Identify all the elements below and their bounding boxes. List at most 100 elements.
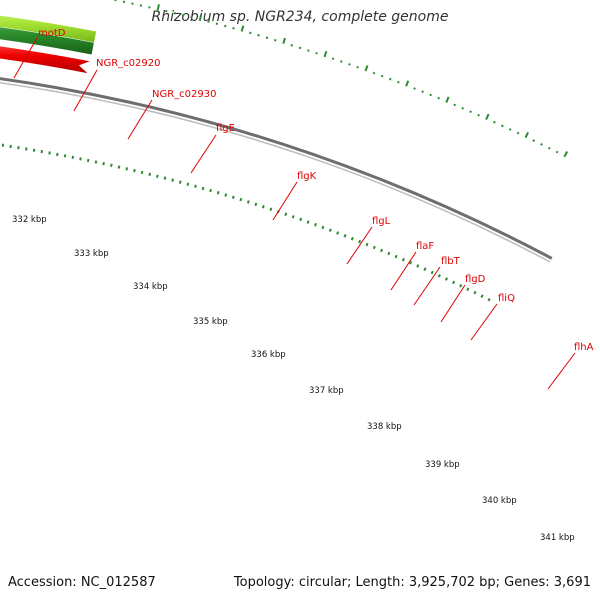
backbone-line <box>0 77 553 260</box>
inner-dot <box>480 294 484 298</box>
leader-line <box>470 303 498 341</box>
inner-dot <box>365 242 369 247</box>
outer-dot <box>508 128 512 131</box>
cds-flhA <box>0 46 90 74</box>
leader-line <box>127 99 153 140</box>
ruler-label: 338 kbp <box>367 422 402 432</box>
outer-dot <box>548 146 551 150</box>
gene-fliQ-flhA <box>0 15 97 43</box>
outer-dot <box>249 31 252 35</box>
leader-line <box>547 352 576 390</box>
inner-dot <box>48 151 51 155</box>
leader-line <box>73 69 98 112</box>
outer-dot <box>156 4 160 11</box>
gene-label-flgL: flgL <box>372 216 391 227</box>
gene-label-flgK: flgK <box>297 171 317 182</box>
gene-label-NGR_c02920: NGR_c02920 <box>96 58 161 69</box>
outer-dot <box>405 80 410 87</box>
leader-line <box>390 251 417 291</box>
outer-dot <box>493 120 496 124</box>
ruler-label: 337 kbp <box>309 386 344 396</box>
inner-dot <box>17 146 20 150</box>
gene-label-NGR_c02930: NGR_c02930 <box>152 89 217 100</box>
outer-dot <box>563 151 568 158</box>
outer-dot <box>516 131 520 135</box>
outer-dot <box>461 106 465 110</box>
inner-dot <box>117 165 121 169</box>
leader-line <box>413 266 441 306</box>
outer-dot <box>282 37 286 44</box>
outer-dot <box>232 27 235 30</box>
gene-label-flhA: flhA <box>574 342 594 353</box>
inner-dot <box>125 167 129 171</box>
inner-dot <box>284 212 288 217</box>
outer-dot <box>356 65 359 69</box>
outer-dot <box>555 150 559 154</box>
inner-dot <box>186 182 190 186</box>
inner-dot <box>239 197 243 202</box>
inner-dot <box>63 154 67 158</box>
inner-dot <box>25 147 28 151</box>
inner-dot <box>32 148 36 152</box>
gene-label-flbT: flbT <box>441 256 461 267</box>
outer-dot <box>421 90 424 94</box>
inner-dot <box>110 163 113 168</box>
outer-dot <box>397 80 400 84</box>
outer-dot <box>315 51 318 55</box>
inner-dot <box>314 222 317 227</box>
backbone-shadow <box>0 81 551 263</box>
inner-dot <box>394 254 398 259</box>
inner-dot <box>254 202 258 207</box>
inner-dot <box>178 180 182 184</box>
gene-labels: motD NGR_c02920 NGR_c02930 flgE flgK flgL flaF… <box>38 28 594 353</box>
inner-dot <box>102 161 105 166</box>
outer-dot <box>257 34 260 37</box>
inner-dot <box>328 228 332 232</box>
inner-dot <box>299 217 303 222</box>
inner-dot <box>387 251 391 256</box>
inner-dot <box>163 176 167 180</box>
outer-dot <box>348 63 351 66</box>
inner-dot <box>401 257 405 262</box>
inner-dot <box>224 193 228 197</box>
inner-dot <box>291 215 295 219</box>
inner-dot <box>423 267 427 271</box>
inner-dot <box>350 236 354 241</box>
outer-dot <box>307 49 310 52</box>
gene-label-flaF: flaF <box>416 241 434 252</box>
ruler-labels: 332 kbp 333 kbp 334 kbp 335 kbp 336 kbp 337 k… <box>12 215 575 543</box>
inner-dot <box>336 231 340 235</box>
ruler-label: 339 kbp <box>425 460 460 470</box>
ruler-label: 336 kbp <box>251 350 286 360</box>
leader-line <box>346 226 373 265</box>
feature-track[interactable] <box>0 5 97 74</box>
outer-dot <box>380 74 384 78</box>
inner-dot <box>380 248 384 253</box>
inner-dot <box>209 188 212 193</box>
outer-dot <box>122 0 126 4</box>
inner-dot <box>444 277 449 281</box>
outer-dot <box>540 143 543 146</box>
outer-dot <box>469 110 472 114</box>
inner-dot <box>56 152 59 157</box>
leader-line <box>13 37 38 79</box>
inner-dot <box>140 170 144 175</box>
ruler-label: 334 kbp <box>133 282 168 292</box>
ruler-label: 341 kbp <box>540 533 575 543</box>
inner-dot <box>306 220 310 224</box>
inner-dot <box>372 245 376 250</box>
inner-dot <box>94 160 98 164</box>
ruler-label: 333 kbp <box>74 249 109 259</box>
genome-stats-text: Topology: circular; Length: 3,925,702 bp… <box>233 575 591 590</box>
outer-dot <box>413 87 416 90</box>
outer-dot <box>207 20 210 23</box>
outer-dot <box>388 77 392 81</box>
inner-dot <box>343 234 347 238</box>
inner-ruler-dots <box>1 143 491 302</box>
leader-line <box>190 134 217 174</box>
inner-dot <box>452 280 456 285</box>
outer-dot <box>331 57 335 60</box>
outer-dot <box>298 46 302 50</box>
inner-dot <box>171 178 174 182</box>
